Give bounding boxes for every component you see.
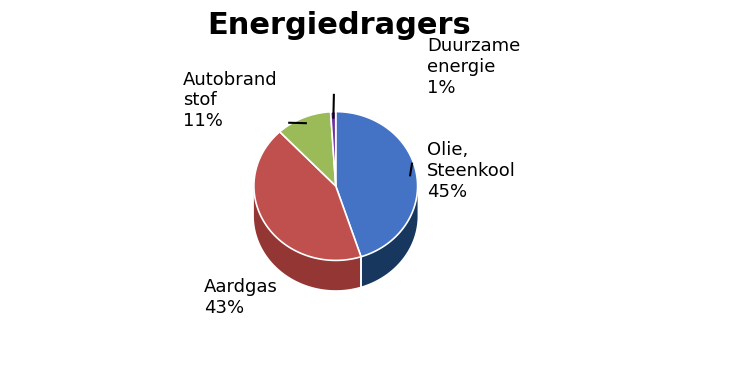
Polygon shape [336, 112, 417, 257]
Text: Duurzame
energie
1%: Duurzame energie 1% [427, 37, 520, 97]
Polygon shape [361, 185, 417, 286]
Text: Energiedragers: Energiedragers [208, 11, 471, 40]
Text: Aardgas
43%: Aardgas 43% [204, 278, 278, 317]
Polygon shape [280, 112, 336, 186]
Text: Olie,
Steenkool
45%: Olie, Steenkool 45% [427, 141, 516, 201]
Polygon shape [254, 132, 361, 260]
Polygon shape [330, 112, 336, 186]
Polygon shape [254, 186, 361, 290]
Text: Autobrand
stof
11%: Autobrand stof 11% [183, 71, 278, 130]
